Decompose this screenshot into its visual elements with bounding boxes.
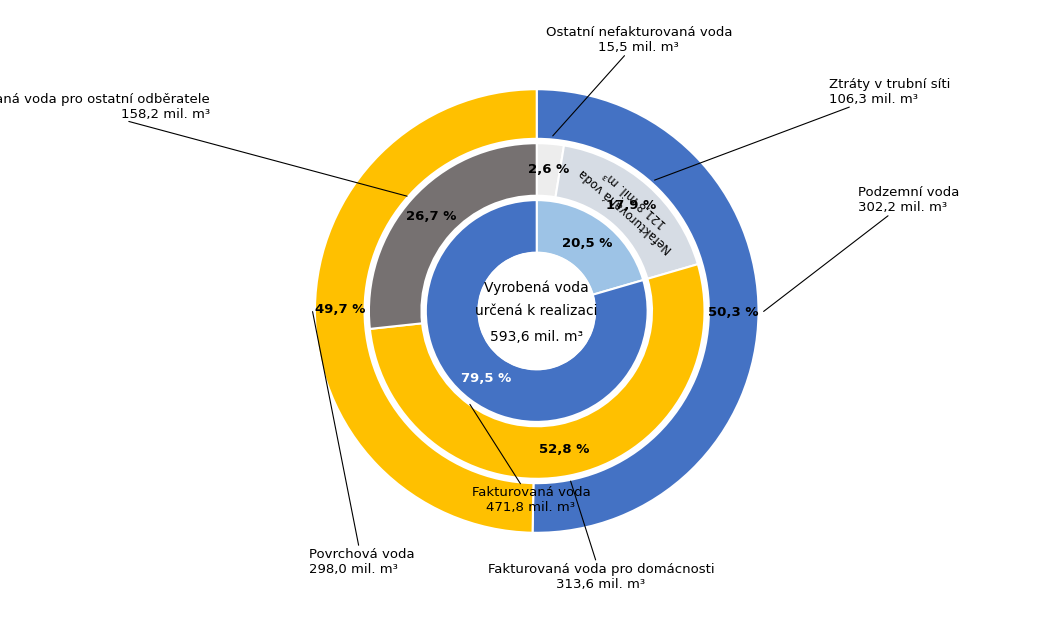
Wedge shape xyxy=(537,200,643,295)
Text: 79,5 %: 79,5 % xyxy=(460,372,511,385)
Text: Povrchová voda
298,0 mil. m³: Povrchová voda 298,0 mil. m³ xyxy=(309,312,415,576)
Text: 2,6 %: 2,6 % xyxy=(528,164,569,177)
Text: Fakturovaná voda
471,8 mil. m³: Fakturovaná voda 471,8 mil. m³ xyxy=(470,404,590,514)
Text: 50,3 %: 50,3 % xyxy=(708,307,759,319)
Text: Vyrobená voda: Vyrobená voda xyxy=(484,281,589,295)
Wedge shape xyxy=(533,89,758,533)
Text: Podzemní voda
302,2 mil. m³: Podzemní voda 302,2 mil. m³ xyxy=(763,186,959,312)
Wedge shape xyxy=(315,89,537,533)
Wedge shape xyxy=(370,264,704,479)
Wedge shape xyxy=(537,143,564,197)
Wedge shape xyxy=(369,143,537,329)
Text: Ostatní nefakturovaná voda
15,5 mil. m³: Ostatní nefakturovaná voda 15,5 mil. m³ xyxy=(545,26,732,136)
Text: 26,7 %: 26,7 % xyxy=(407,210,456,223)
Text: 52,8 %: 52,8 % xyxy=(539,443,589,457)
Circle shape xyxy=(478,253,595,369)
Text: Fakturovaná voda pro domácnosti
313,6 mil. m³: Fakturovaná voda pro domácnosti 313,6 mi… xyxy=(487,481,714,590)
Text: 49,7 %: 49,7 % xyxy=(314,303,365,315)
Text: Nefakturovaná voda
121,8 mil. m³: Nefakturovaná voda 121,8 mil. m³ xyxy=(577,155,684,256)
Text: 593,6 mil. m³: 593,6 mil. m³ xyxy=(491,330,583,344)
Text: Fakturovaná voda pro ostatní odběratele
158,2 mil. m³: Fakturovaná voda pro ostatní odběratele … xyxy=(0,93,408,196)
Text: Ztráty v trubní síti
106,3 mil. m³: Ztráty v trubní síti 106,3 mil. m³ xyxy=(654,78,950,180)
Text: 17,9 %: 17,9 % xyxy=(606,198,655,211)
Text: určená k realizaci: určená k realizaci xyxy=(476,304,598,318)
Wedge shape xyxy=(556,146,698,279)
Wedge shape xyxy=(426,200,648,422)
Text: 20,5 %: 20,5 % xyxy=(562,237,613,250)
